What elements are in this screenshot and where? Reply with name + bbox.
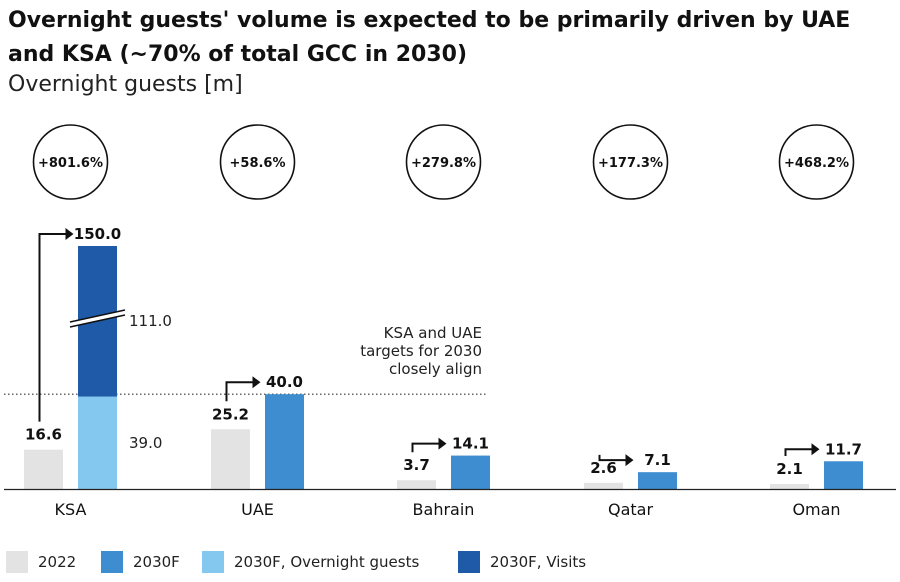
legend: 2022 2030F 2030F, Overnight guests 2030F… [6, 550, 896, 576]
value-label-2030f: 14.1 [452, 435, 489, 453]
growth-label: +58.6% [230, 156, 286, 171]
growth-circle [778, 124, 855, 200]
growth-arrow [411, 442, 441, 453]
growth-arrow [598, 454, 628, 462]
value-label-2030f: 7.1 [644, 451, 671, 469]
legend-item-2030f: 2030F [101, 550, 180, 574]
bar-2022 [770, 484, 809, 489]
category-label: UAE [241, 500, 274, 519]
growth-arrow-head [811, 443, 820, 456]
bar-2030f [265, 394, 304, 489]
growth-circle [219, 124, 296, 200]
growth-arrow-head [625, 454, 634, 467]
legend-swatch-2030f-overnight [202, 551, 224, 573]
growth-arrow [38, 233, 68, 422]
axis-break-gap [70, 310, 125, 327]
legend-item-2022: 2022 [6, 550, 76, 574]
value-label-2030f: 11.7 [825, 440, 862, 458]
legend-label-2030f-visits: 2030F, Visits [490, 553, 587, 571]
value-label-visits: 111.0 [129, 312, 172, 330]
value-label-2022: 25.2 [212, 405, 249, 423]
legend-swatch-2022 [6, 551, 28, 573]
category-label: Qatar [608, 500, 653, 519]
axis-break-line [69, 309, 126, 323]
annotation-line: KSA and UAE [384, 324, 482, 342]
bar-2022 [397, 480, 436, 489]
category-label: Bahrain [413, 500, 475, 519]
growth-arrow [225, 381, 255, 402]
bar-2030f [638, 472, 677, 489]
growth-arrow-head [438, 437, 447, 450]
axis-break-line [69, 314, 126, 328]
bar-2030f-overnight-guests [78, 396, 117, 489]
growth-circle [405, 124, 482, 200]
value-label-overnight-guests: 39.0 [129, 434, 162, 452]
growth-circle [592, 124, 669, 200]
growth-arrow-head [252, 376, 261, 389]
annotation-line: targets for 2030 [360, 342, 482, 360]
legend-swatch-2030f-visits [458, 551, 480, 573]
chart-title: Overnight guests' volume is expected to … [8, 8, 851, 67]
growth-arrow-head [65, 228, 74, 240]
value-label-2022: 2.1 [776, 460, 803, 478]
legend-label-2030f-overnight: 2030F, Overnight guests [234, 553, 420, 571]
category-label: KSA [55, 500, 87, 519]
value-label-2030f: 150.0 [74, 225, 121, 243]
legend-item-2030f-visits: 2030F, Visits [458, 550, 586, 574]
legend-swatch-2030f [101, 551, 123, 573]
bar-2022 [584, 482, 623, 489]
bar-2030f [824, 461, 863, 489]
growth-label: +468.2% [784, 156, 849, 171]
growth-label: +801.6% [38, 156, 103, 171]
bar-2022 [24, 449, 63, 489]
bar-2030f [451, 455, 490, 489]
legend-label-2022: 2022 [38, 553, 77, 571]
value-label-2030f: 40.0 [266, 373, 303, 391]
chart-subtitle: Overnight guests [m] [8, 72, 243, 97]
growth-arrow [784, 448, 814, 457]
bar-2022 [211, 429, 250, 489]
value-label-2022: 16.6 [25, 426, 62, 444]
value-label-2022: 2.6 [590, 459, 617, 477]
growth-label: +177.3% [598, 156, 663, 171]
growth-label: +279.8% [411, 156, 476, 171]
category-label: Oman [792, 500, 840, 519]
legend-label-2030f: 2030F [133, 553, 180, 571]
value-label-2022: 3.7 [403, 456, 430, 474]
annotation-line: closely align [389, 360, 482, 378]
growth-circle [32, 124, 109, 200]
legend-item-2030f-overnight: 2030F, Overnight guests [202, 550, 419, 574]
